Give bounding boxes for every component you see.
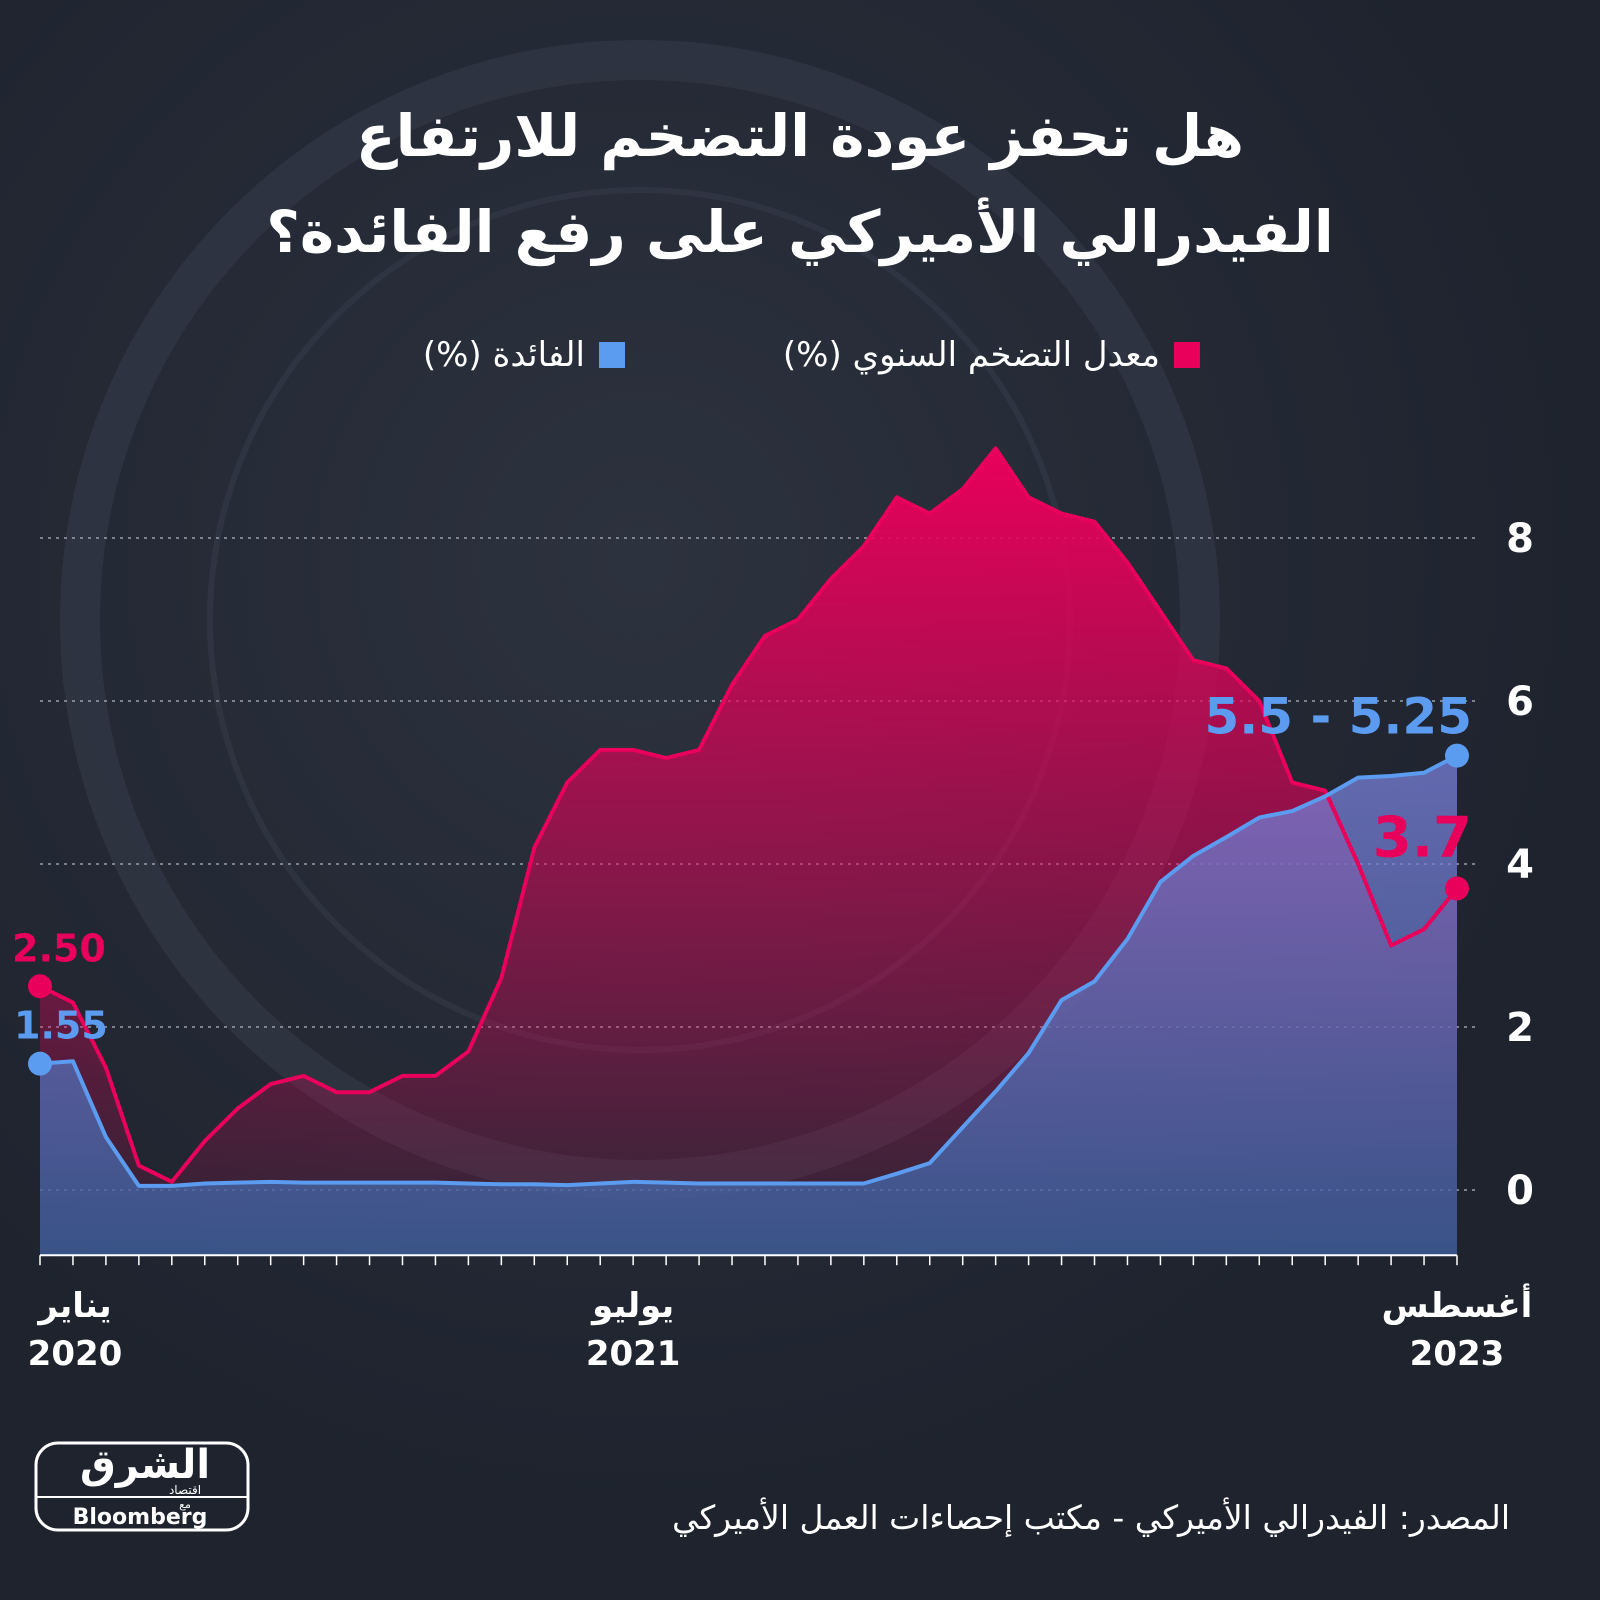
legend-item: الفائدة (%) bbox=[423, 335, 625, 375]
legend-swatch bbox=[1174, 342, 1200, 368]
x-tick-label: أغسطس 2023 bbox=[1381, 1286, 1533, 1374]
logo-partner: Bloomberg bbox=[73, 1505, 208, 1530]
x-tick-label: يوليو 2021 bbox=[585, 1286, 681, 1374]
logo-sub: اقتصاد bbox=[169, 1483, 201, 1497]
data-label: 1.55 bbox=[14, 1004, 108, 1048]
chart-title: هل تحفز عودة التضخم للارتفاع الفيدرالي ا… bbox=[266, 102, 1334, 266]
y-tick-label: 6 bbox=[1506, 679, 1534, 725]
y-tick-label: 2 bbox=[1506, 1005, 1534, 1051]
end-point bbox=[28, 974, 52, 999]
logo-with: مع bbox=[179, 1498, 191, 1511]
line bbox=[39, 446, 1459, 1184]
y-tick-label: 8 bbox=[1506, 516, 1534, 562]
annotation: 5.5 - 5.25 bbox=[1204, 688, 1472, 746]
data-label: 3.7 bbox=[1373, 805, 1472, 870]
legend-item: معدل التضخم السنوي (%) bbox=[783, 335, 1200, 375]
logo-brand: الشرق bbox=[80, 1442, 210, 1488]
end-point bbox=[1445, 876, 1469, 901]
line bbox=[39, 753, 1458, 1188]
x-tick-label: يناير 2020 bbox=[27, 1286, 123, 1374]
legend-swatch bbox=[599, 342, 625, 368]
data-label: 2.50 bbox=[12, 926, 106, 970]
area bbox=[40, 755, 1457, 1256]
y-tick-label: 4 bbox=[1506, 842, 1534, 888]
legend-label: معدل التضخم السنوي (%) bbox=[782, 335, 1160, 375]
logo-frame bbox=[34, 1441, 250, 1532]
y-tick-label: 0 bbox=[1506, 1168, 1534, 1214]
end-point bbox=[28, 1051, 52, 1076]
source: المصدر: الفيدرالي الأميركي - مكتب إحصاءا… bbox=[671, 1498, 1510, 1537]
legend-label: الفائدة (%) bbox=[422, 335, 585, 375]
end-point bbox=[1445, 743, 1469, 768]
